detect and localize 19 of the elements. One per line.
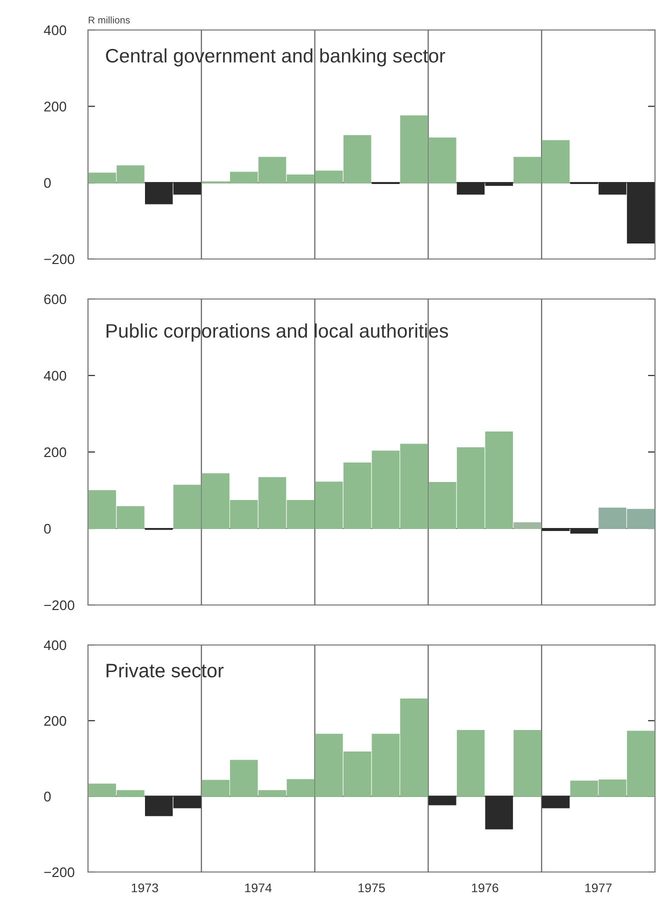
y-tick-label: 200 <box>44 447 66 458</box>
y-tick-label: −200 <box>44 867 74 878</box>
x-tick-label: 1974 <box>245 883 272 892</box>
y-tick-label: 400 <box>44 640 66 650</box>
y-tick-label: 0 <box>44 178 51 188</box>
x-tick-label: 1976 <box>472 883 498 892</box>
x-tick-label: 1975 <box>358 883 385 892</box>
y-tick-label: 400 <box>44 25 66 36</box>
y-tick-label: 0 <box>44 792 51 802</box>
x-tick-label: 1973 <box>132 883 158 892</box>
y-tick-label: −200 <box>44 254 74 264</box>
y-tick-label: −200 <box>44 600 74 610</box>
y-tick-label: 200 <box>44 716 66 726</box>
y-tick-label: 0 <box>44 524 51 534</box>
y-tick-label: 200 <box>44 102 66 112</box>
y-tick-label: 600 <box>44 294 66 304</box>
x-tick-label: 1977 <box>585 883 612 892</box>
y-tick-label: 400 <box>44 370 66 381</box>
y-axis-title: R millions <box>88 16 130 24</box>
